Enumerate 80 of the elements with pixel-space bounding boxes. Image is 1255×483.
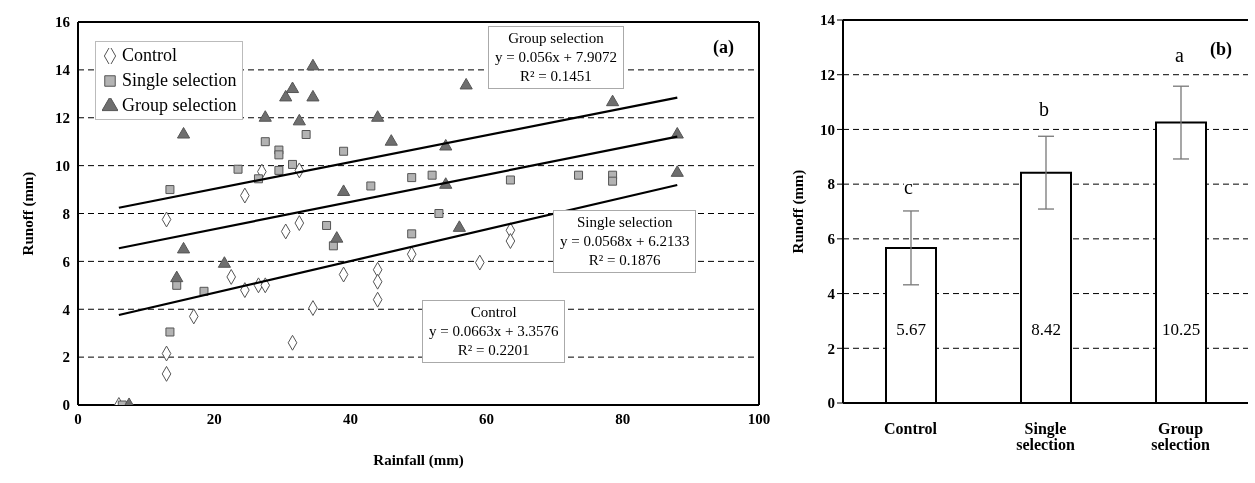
point	[606, 94, 620, 107]
point	[505, 175, 515, 185]
point	[574, 170, 584, 180]
x-tick-label: 20	[206, 410, 222, 427]
y-tick-label: 14	[55, 62, 71, 79]
point	[407, 173, 417, 183]
annotation: Single selection y = 0.0568x + 6.2133 R² = 0.1876	[553, 210, 697, 273]
point	[452, 220, 466, 232]
x-tick-label: Control	[883, 420, 938, 438]
annotation: Group selection y = 0.056x + 7.9072 R² = 0.1451	[488, 26, 624, 89]
point	[274, 150, 284, 160]
annotation: c	[904, 176, 913, 198]
point	[407, 229, 417, 239]
legend-label: Group selection	[122, 95, 237, 116]
point	[322, 220, 332, 230]
y-tick-label: 8	[827, 176, 835, 193]
annotation: (b)	[1210, 39, 1232, 59]
point	[301, 130, 311, 140]
point	[285, 81, 300, 94]
point	[217, 256, 231, 268]
x-tick-label: 0	[74, 410, 82, 427]
annotation: b	[1039, 98, 1049, 120]
y-axis-title: Runoff (mm)	[20, 171, 38, 256]
x-tick-label: 100	[747, 410, 771, 427]
point	[306, 89, 320, 102]
point	[279, 89, 293, 102]
point	[165, 185, 175, 195]
point	[371, 110, 385, 122]
point	[459, 77, 473, 90]
y-tick-label: 6	[62, 253, 71, 270]
y-tick-label: 0	[62, 397, 70, 414]
x-tick-label: 40	[342, 410, 358, 427]
y-tick-label: 10	[820, 121, 835, 138]
y-tick-label: 12	[55, 110, 70, 127]
point	[258, 110, 272, 122]
y-tick-label: 6	[827, 231, 836, 248]
x-tick-label: 80	[615, 410, 631, 427]
point	[427, 170, 437, 180]
point	[384, 134, 398, 146]
y-tick-label: 4	[827, 285, 836, 302]
point	[337, 184, 351, 196]
data-label: 5.67	[896, 320, 927, 339]
point	[274, 165, 284, 175]
point	[176, 241, 191, 254]
point	[608, 176, 618, 186]
point	[330, 231, 344, 243]
y-tick-label: 2	[62, 349, 70, 366]
y-tick-label: 10	[55, 157, 70, 174]
data-label: 10.25	[1161, 320, 1201, 339]
data-label: 8.42	[1031, 320, 1061, 339]
y-tick-label: 4	[62, 301, 71, 318]
point	[339, 146, 349, 156]
x-axis-title: Rainfall (mm)	[373, 452, 464, 469]
point	[434, 209, 444, 218]
point	[176, 126, 191, 139]
point	[165, 327, 175, 337]
legend-label: Control	[122, 45, 178, 66]
legend-label: Single selection	[122, 70, 237, 91]
x-tick-label: Group selection	[1151, 420, 1210, 454]
point	[366, 181, 376, 191]
annotation: (a)	[713, 37, 734, 57]
y-tick-label: 12	[820, 67, 835, 84]
y-tick-label: 0	[827, 395, 835, 412]
y-tick-label: 2	[827, 340, 835, 357]
y-tick-label: 16	[55, 14, 71, 31]
point	[288, 159, 298, 169]
point	[260, 137, 270, 147]
y-axis-title: Runoff (mm)	[790, 169, 808, 254]
annotation: Control y = 0.0663x + 3.3576 R² = 0.2201	[422, 300, 566, 363]
y-tick-label: 8	[62, 205, 70, 222]
point	[306, 58, 320, 71]
annotation: a	[1175, 44, 1184, 66]
point	[170, 270, 184, 283]
x-tick-label: Single selection	[1016, 420, 1075, 454]
y-tick-label: 14	[820, 12, 836, 29]
point	[233, 164, 243, 174]
x-tick-label: 60	[479, 410, 495, 427]
point	[670, 165, 684, 177]
point	[172, 280, 182, 290]
point	[292, 113, 306, 126]
